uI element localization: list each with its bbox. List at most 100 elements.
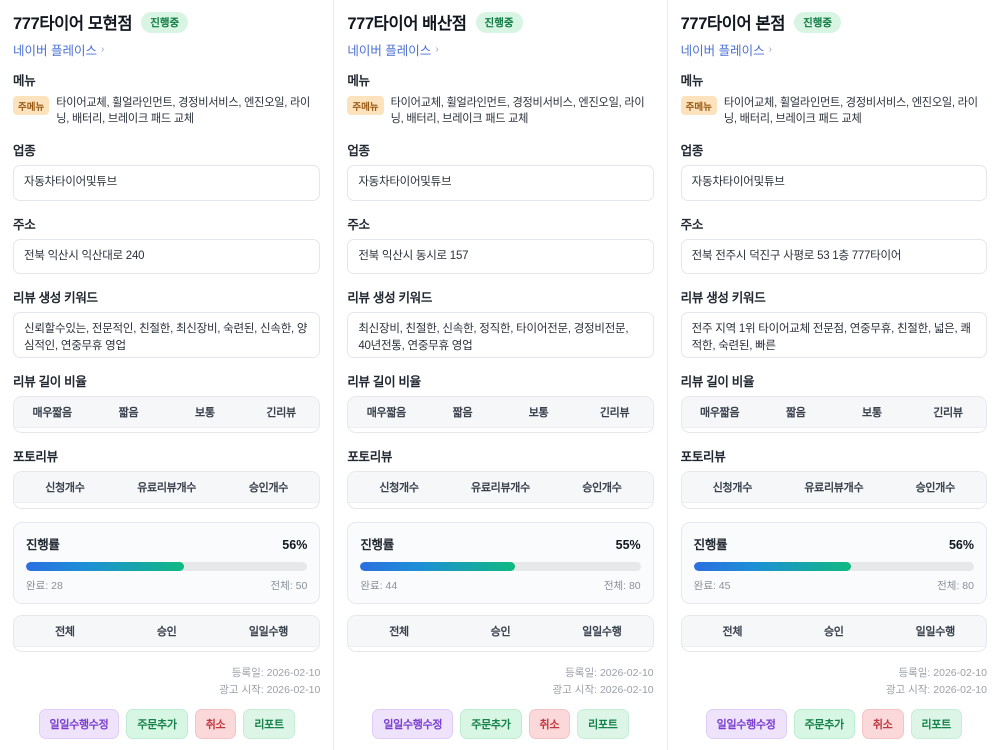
main-menu-tag: 주메뉴 (680, 96, 717, 115)
edit-daily-button[interactable]: 일일수행수정 (705, 709, 787, 739)
column-header: 긴리뷰 (933, 406, 963, 419)
table-row: 20%30%30%20% (14, 428, 319, 433)
table-cell: 0 (116, 503, 218, 508)
column-header: 전체 (722, 625, 743, 638)
progress-track (693, 561, 974, 571)
naver-place-link[interactable]: 네이버 플레이스 › (13, 40, 104, 59)
progress-label: 진행률 (360, 537, 394, 552)
table-row: 80453 (682, 647, 986, 652)
column-header: 승인개수 (248, 482, 289, 495)
report-button[interactable]: 리포트 (910, 709, 962, 739)
column-header: 긴리뷰 (599, 406, 630, 419)
edit-daily-button[interactable]: 일일수행수정 (372, 709, 454, 739)
naver-place-label: 네이버 플레이스 (13, 44, 97, 58)
column-header: 긴리뷰 (266, 406, 296, 419)
status-badge: 진행중 (141, 11, 189, 33)
table-cell: 28 (116, 647, 218, 652)
column-header: 전체 (389, 625, 409, 638)
table-header-row: 전체 승인 일일수행 (14, 615, 320, 647)
table-header-row: 전체 승인 일일수행 (348, 615, 653, 647)
report-button[interactable]: 리포트 (577, 709, 629, 739)
table-cell: 20% (577, 428, 653, 433)
registration-date: 등록일: 2026-02-10 (898, 667, 987, 680)
column-header: 일일수행 (248, 625, 289, 638)
progress-done-count: 완료: 45 (693, 579, 731, 592)
ad-start-date: 광고 시작: 2026-02-10 (885, 683, 987, 696)
table-cell: 80 (682, 647, 783, 652)
keywords-value: 최신장비, 친절한, 신속한, 정직한, 타이어전문, 경정비전문, 40년전통… (347, 311, 654, 358)
naver-place-link[interactable]: 네이버 플레이스 › (347, 40, 438, 59)
registration-date: 등록일: 2026-02-10 (231, 667, 321, 680)
table-cell: 30% (424, 428, 500, 433)
length-ratio-section-label: 리뷰 길이 비율 (13, 374, 87, 389)
address-value: 전북 전주시 덕진구 사평로 53 1층 777타이어 (680, 238, 987, 274)
table-cell: 40 (348, 503, 449, 508)
report-button[interactable]: 리포트 (243, 709, 295, 739)
cancel-button[interactable]: 취소 (861, 709, 904, 739)
table-header-row: 전체 승인 일일수행 (681, 615, 986, 647)
add-order-button[interactable]: 주문추가 (126, 709, 188, 739)
chevron-right-icon: › (435, 43, 439, 55)
add-order-button[interactable]: 주문추가 (793, 709, 855, 739)
page-title: 777타이어 본점 (680, 15, 786, 33)
menu-items-text: 타이어교체, 휠얼라인먼트, 경정비서비스, 엔진오일, 라이닝, 배터리, 브… (723, 97, 978, 126)
progress-card: 진행률 56% 완료: 28 전체: 50 (13, 521, 321, 604)
progress-total-count: 전체: 80 (937, 579, 974, 592)
table-row: 40025 (348, 503, 652, 508)
store-card: 777타이어 모현점 진행중 네이버 플레이스 › 메뉴 주메뉴 타이어교체, 휠얼라인먼트… (0, 0, 333, 750)
progress-percent: 55% (615, 537, 641, 552)
progress-fill (26, 561, 184, 571)
column-header: 유료리뷰개수 (137, 482, 197, 495)
column-header: 짧음 (785, 406, 806, 419)
naver-place-link[interactable]: 네이버 플레이스 › (681, 40, 772, 59)
progress-card: 진행률 55% 완료: 44 전체: 80 (347, 521, 654, 604)
table-row: 40030 (682, 503, 986, 508)
menu-row: 주메뉴 타이어교체, 휠얼라인먼트, 경정비서비스, 엔진오일, 라이닝, 배터리… (347, 95, 653, 127)
table-cell: 2 (218, 647, 320, 652)
cancel-button[interactable]: 취소 (528, 709, 571, 739)
table-cell: 30% (758, 428, 834, 433)
status-badge: 진행중 (794, 11, 842, 33)
table-cell: 25 (14, 503, 116, 508)
category-value: 자동차타이어및튜브 (680, 165, 987, 201)
photo-review-section-label: 포토리뷰 (680, 450, 726, 465)
page-title: 777타이어 모현점 (13, 15, 133, 33)
table-cell: 30% (167, 428, 243, 433)
table-row: 80443 (348, 647, 652, 652)
registration-date: 등록일: 2026-02-10 (565, 667, 654, 680)
table-cell: 0 (450, 503, 551, 508)
table-header-row: 매우짧음 짧음 보통 긴리뷰 (348, 396, 653, 428)
table-cell: 20% (348, 428, 424, 433)
progress-percent: 56% (948, 537, 974, 552)
table-row: 20%30%30%20% (682, 428, 986, 433)
add-order-button[interactable]: 주문추가 (460, 709, 522, 739)
menu-section-label: 메뉴 (347, 74, 370, 88)
address-section-label: 주소 (347, 217, 370, 232)
photo-review-section-label: 포토리뷰 (13, 450, 58, 465)
progress-fill (360, 561, 515, 571)
store-card: 777타이어 배산점 진행중 네이버 플레이스 › 메뉴 주메뉴 타이어교체, 휠얼라인먼트… (333, 0, 666, 750)
column-header: 승인개수 (582, 482, 622, 495)
ad-start-date: 광고 시작: 2026-02-10 (219, 683, 321, 696)
category-section-label: 업종 (347, 144, 370, 159)
menu-items-text: 타이어교체, 휠얼라인먼트, 경정비서비스, 엔진오일, 라이닝, 배터리, 브… (56, 97, 311, 126)
menu-section-label: 메뉴 (680, 74, 704, 88)
table-cell: 40 (682, 503, 783, 508)
store-header: 777타이어 모현점 진행중 (13, 10, 320, 34)
length-ratio-section-label: 리뷰 길이 비율 (347, 374, 421, 389)
address-value: 전북 익산시 동시로 157 (347, 238, 654, 274)
table-cell: 30% (90, 428, 166, 433)
length-ratio-section-label: 리뷰 길이 비율 (680, 374, 755, 389)
length-ratio-table: 매우짧음짧음보통긴리뷰20%30%30%20% (680, 395, 987, 434)
menu-row: 주메뉴 타이어교체, 휠얼라인먼트, 경정비서비스, 엔진오일, 라이닝, 배터리… (680, 95, 987, 127)
length-ratio-table: 매우짧음짧음보통긴리뷰20%30%30%20% (347, 395, 654, 434)
progress-header: 진행률 56% (26, 534, 307, 553)
chevron-right-icon: › (100, 43, 105, 55)
column-header: 유료리뷰개수 (804, 482, 864, 495)
action-button-row: 일일수행수정 주문추가 취소 리포트 (681, 709, 987, 750)
keywords-value: 전주 지역 1위 타이어교체 전문점, 연중무휴, 친절한, 넓은, 쾌적한, … (680, 311, 987, 358)
edit-daily-button[interactable]: 일일수행수정 (38, 709, 120, 739)
progress-done-count: 완료: 28 (26, 579, 63, 592)
cancel-button[interactable]: 취소 (194, 709, 237, 739)
